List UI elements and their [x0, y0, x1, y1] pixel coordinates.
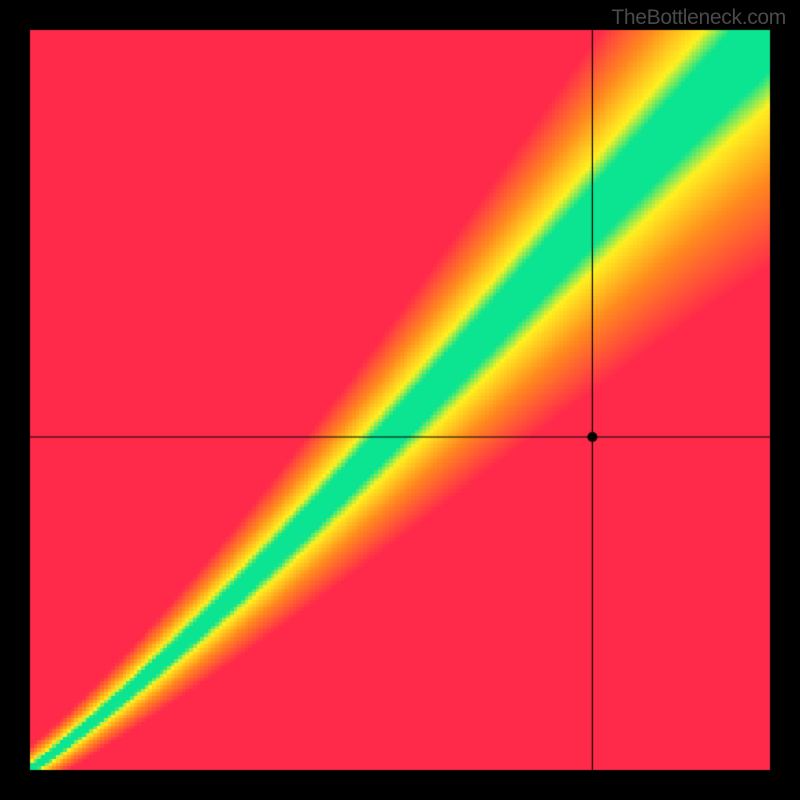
watermark-text: TheBottleneck.com: [611, 6, 786, 30]
chart-container: TheBottleneck.com: [0, 0, 800, 800]
crosshair-overlay: [0, 0, 800, 800]
